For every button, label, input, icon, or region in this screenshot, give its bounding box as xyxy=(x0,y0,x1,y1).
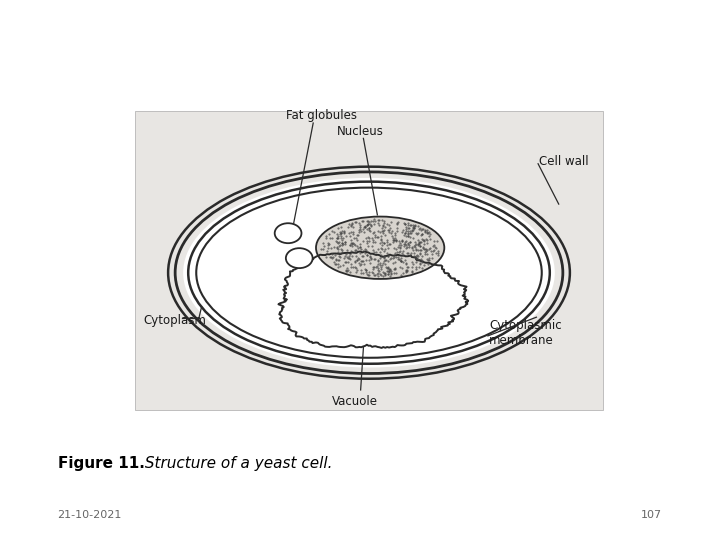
Ellipse shape xyxy=(316,217,444,279)
Circle shape xyxy=(275,223,302,243)
Text: 107: 107 xyxy=(642,510,662,521)
Text: Vacuole: Vacuole xyxy=(332,395,378,408)
Text: Cytoplasm: Cytoplasm xyxy=(143,314,206,327)
Bar xyxy=(135,111,603,410)
Text: 21-10-2021: 21-10-2021 xyxy=(58,510,122,521)
Text: Fat globules: Fat globules xyxy=(286,109,357,122)
Text: Figure 11.: Figure 11. xyxy=(58,456,145,471)
Polygon shape xyxy=(279,252,468,348)
Text: Nucleus: Nucleus xyxy=(337,125,384,138)
Text: Structure of a yeast cell.: Structure of a yeast cell. xyxy=(140,456,333,471)
Circle shape xyxy=(286,248,312,268)
Ellipse shape xyxy=(183,178,555,368)
Text: Cytoplasmic
membrane: Cytoplasmic membrane xyxy=(489,319,562,347)
Text: Cell wall: Cell wall xyxy=(539,155,589,168)
